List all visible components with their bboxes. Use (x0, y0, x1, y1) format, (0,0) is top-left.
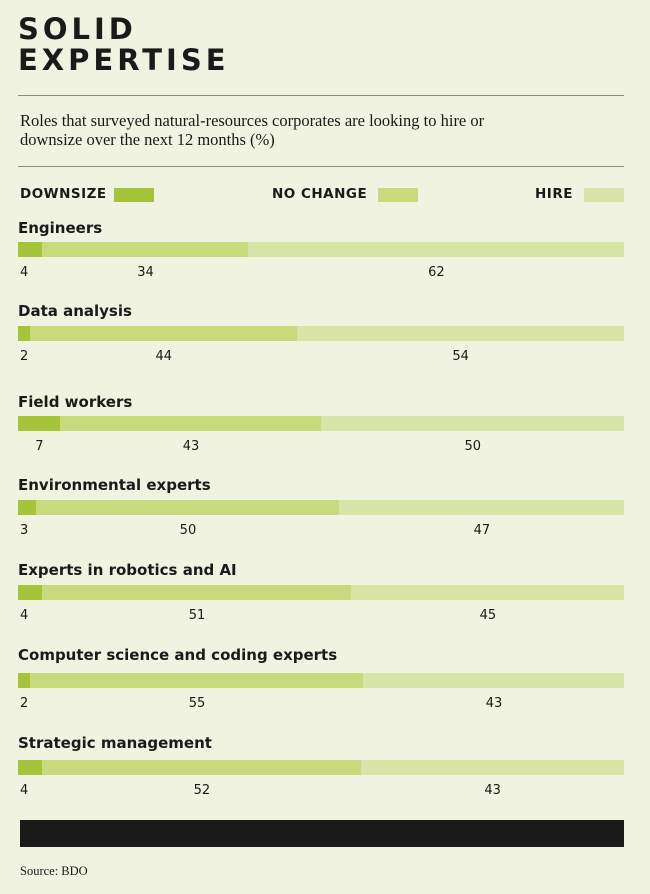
bar-segment-downsize (18, 585, 43, 600)
bar-segment-downsize (18, 242, 43, 257)
value-label-no-change: 43 (182, 439, 200, 454)
category-label: Strategic management (18, 734, 212, 752)
value-label-downsize: 7 (35, 439, 44, 454)
value-label-downsize: 4 (20, 783, 29, 798)
value-label-hire: 54 (452, 349, 469, 364)
chart-title: SOLID EXPERTISE (18, 12, 230, 77)
value-label-no-change: 51 (188, 608, 206, 623)
chart-row: Strategic management 4 52 43 (18, 734, 624, 814)
bar-segment-hire (321, 416, 624, 431)
legend-swatch-no-change (378, 188, 418, 202)
bar-segment-no-change (42, 760, 361, 775)
value-label-no-change: 50 (179, 523, 197, 538)
bar-segment-hire (296, 326, 624, 341)
value-label-no-change: 52 (193, 783, 211, 798)
legend-label-downsize: DOWNSIZE (20, 186, 107, 202)
value-label-hire: 62 (428, 265, 445, 280)
category-label: Computer science and coding experts (18, 646, 338, 664)
bar-segment-no-change (30, 673, 364, 688)
value-label-no-change: 55 (188, 696, 206, 711)
value-label-hire: 43 (485, 696, 503, 711)
category-label: Data analysis (18, 302, 132, 320)
bar-segment-hire (248, 242, 624, 257)
bar-segment-no-change (60, 416, 321, 431)
chart-row: Computer science and coding experts 2 55 43 (18, 646, 624, 726)
chart-row: Experts in robotics and AI 4 51 45 (18, 561, 624, 641)
bar-segment-no-change (30, 326, 297, 341)
value-label-downsize: 2 (20, 696, 29, 711)
bar-segment-no-change (36, 500, 340, 515)
stacked-bar (18, 673, 624, 688)
legend-label-hire: HIRE (535, 186, 573, 202)
divider-top (18, 95, 624, 96)
value-label-hire: 50 (464, 439, 482, 454)
bar-segment-downsize (18, 416, 61, 431)
footer-bar (20, 820, 624, 847)
value-label-no-change: 44 (155, 349, 172, 364)
bar-segment-no-change (42, 585, 352, 600)
stacked-bar (18, 585, 624, 600)
value-label-downsize: 4 (20, 608, 29, 623)
legend-swatch-downsize (114, 188, 154, 202)
stacked-bar (18, 760, 624, 775)
bar-segment-downsize (18, 760, 43, 775)
value-label-hire: 45 (479, 608, 497, 623)
bar-segment-downsize (18, 500, 37, 515)
divider-bottom (18, 166, 624, 167)
bar-segment-hire (351, 585, 624, 600)
stacked-bar (18, 326, 624, 341)
stacked-bar (18, 500, 624, 515)
value-label-no-change: 34 (137, 265, 154, 280)
stacked-bar (18, 242, 624, 257)
value-label-hire: 43 (484, 783, 501, 798)
chart-row: Engineers 4 34 62 (18, 219, 624, 299)
chart-row: Environmental experts 3 50 47 (18, 476, 624, 556)
legend-label-no-change: NO CHANGE (272, 186, 368, 202)
category-label: Field workers (18, 393, 133, 411)
value-label-hire: 47 (473, 523, 491, 538)
stacked-bar (18, 416, 624, 431)
bar-segment-no-change (42, 242, 249, 257)
legend: DOWNSIZE NO CHANGE HIRE (0, 185, 650, 205)
legend-swatch-hire (584, 188, 624, 202)
category-label: Experts in robotics and AI (18, 561, 237, 579)
chart-row: Data analysis 2 44 54 (18, 302, 624, 382)
chart-row: Field workers 7 43 50 (18, 393, 624, 473)
value-label-downsize: 3 (20, 523, 29, 538)
value-label-downsize: 2 (20, 349, 29, 364)
category-label: Engineers (18, 219, 103, 237)
bar-segment-hire (339, 500, 624, 515)
bar-segment-downsize (18, 673, 31, 688)
category-label: Environmental experts (18, 476, 211, 494)
source-note: Source: BDO (20, 864, 88, 878)
bar-segment-hire (360, 760, 624, 775)
bar-segment-downsize (18, 326, 31, 341)
value-label-downsize: 4 (20, 265, 29, 280)
bar-segment-hire (363, 673, 624, 688)
chart-subtitle: Roles that surveyed natural-resources co… (20, 111, 485, 149)
